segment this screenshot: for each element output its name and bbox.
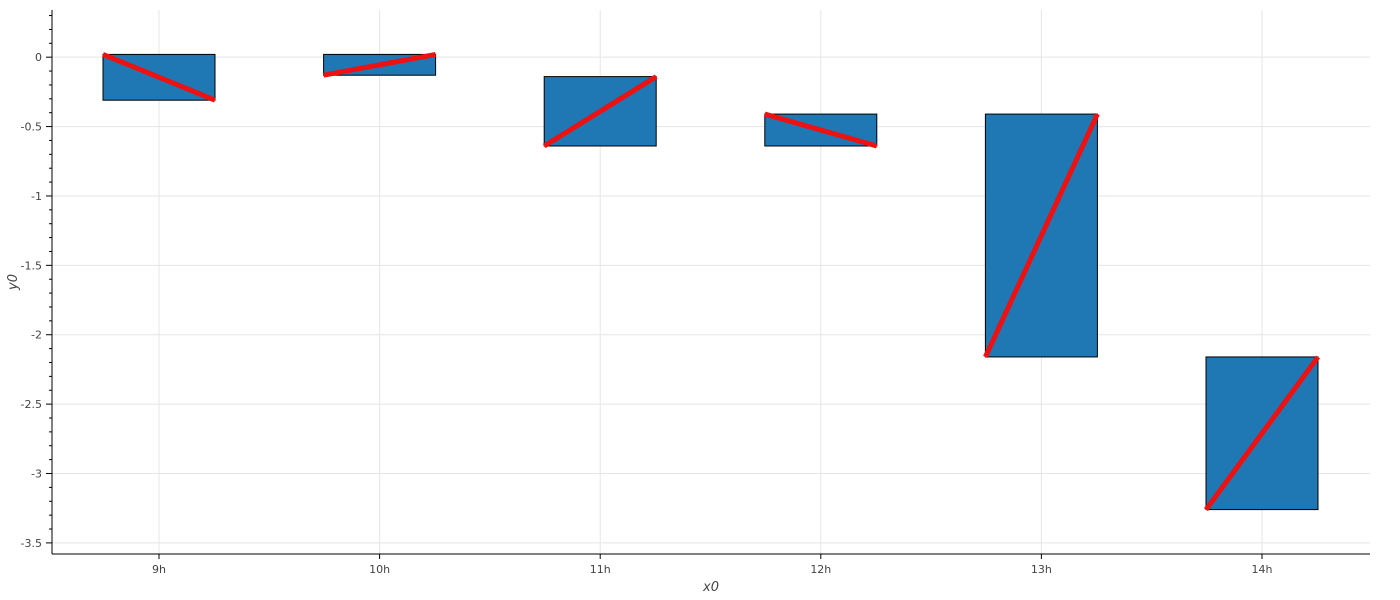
x-tick-label: 12h xyxy=(810,563,831,576)
x-tick-label: 13h xyxy=(1031,563,1052,576)
trend-line-11h xyxy=(542,74,658,149)
grid-lines xyxy=(52,10,1370,554)
x-axis-title: x0 xyxy=(702,580,719,595)
x-tick-label: 14h xyxy=(1252,563,1273,576)
trend-line-12h xyxy=(764,111,878,149)
y-tick-label: -1 xyxy=(31,190,42,203)
y-axis-title: y0 xyxy=(6,274,21,291)
x-tick-label: 9h xyxy=(152,563,166,576)
x-tick-label: 11h xyxy=(590,563,611,576)
trend-line-10h xyxy=(323,51,437,78)
trend-line-13h xyxy=(983,113,1100,358)
y-axis-ticks: 0 -0.5 -1 -1.5 -2 -2.5 -3 -3.5 xyxy=(21,15,52,550)
y-tick-label: -3.5 xyxy=(21,537,42,550)
y-tick-label: -1.5 xyxy=(21,259,42,272)
y-tick-label: 0 xyxy=(35,51,42,64)
trend-lines xyxy=(102,51,1321,512)
bars xyxy=(102,53,1319,511)
y-tick-label: -3 xyxy=(31,468,42,481)
axes xyxy=(51,10,1370,555)
y-tick-label: -0.5 xyxy=(21,121,42,134)
trend-line-14h xyxy=(1203,355,1321,512)
y-tick-label: -2.5 xyxy=(21,398,42,411)
y-tick-label: -2 xyxy=(31,329,42,342)
x-tick-label: 10h xyxy=(369,563,390,576)
trend-line-9h xyxy=(102,52,216,103)
x-axis-ticks: 9h 10h 11h 12h 13h 14h xyxy=(152,554,1273,576)
